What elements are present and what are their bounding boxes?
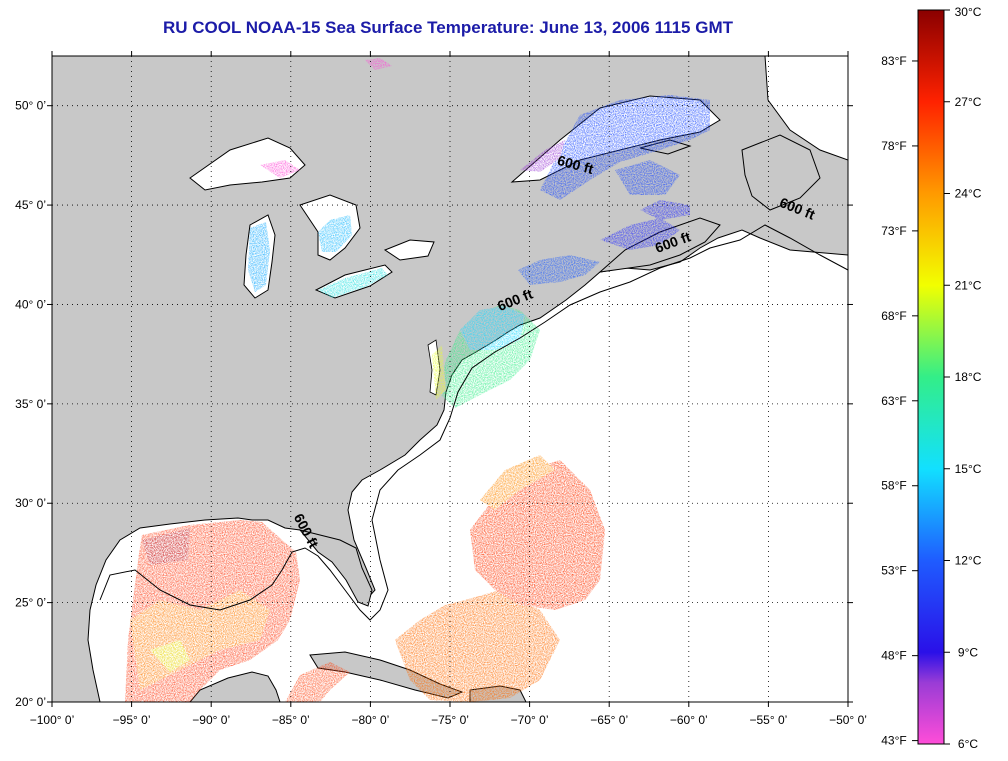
y-tick-label: 45° 0’ [15, 198, 46, 212]
longitude-axis: −100° 0’ −95° 0’ −90° 0’ −85° 0’ −80° 0’ −75°… [30, 51, 867, 727]
fahrenheit-label: 58°F [881, 479, 906, 493]
celsius-label: 30°C [955, 5, 982, 19]
celsius-label: 27°C [955, 95, 982, 109]
celsius-label: 21°C [955, 278, 982, 292]
x-tick-label: −100° 0’ [30, 713, 75, 727]
colorbar-celsius-labels: 30°C 27°C 24°C 21°C 18°C 15°C 12°C 9°C 6°C [944, 5, 982, 751]
fahrenheit-label: 43°F [881, 734, 906, 748]
fahrenheit-label: 53°F [881, 564, 906, 578]
contour-600ft [99, 224, 848, 621]
x-tick-label: −85° 0’ [272, 713, 310, 727]
land-yucatan [189, 671, 281, 702]
x-tick-label: −55° 0’ [749, 713, 787, 727]
map-title: RU COOL NOAA-15 Sea Surface Temperature:… [162, 18, 734, 37]
x-tick-label: −90° 0’ [192, 713, 230, 727]
latitude-axis: 20° 0’ 25° 0’ 30° 0’ 35° 0’ 40° 0’ 45° 0’ 50° … [15, 99, 853, 709]
colorbar-fahrenheit-labels: 83°F 78°F 73°F 68°F 63°F 58°F 53°F 48°F 43°F [881, 54, 918, 748]
fahrenheit-label: 68°F [881, 309, 906, 323]
fahrenheit-label: 83°F [881, 54, 906, 68]
y-tick-label: 20° 0’ [15, 695, 46, 709]
x-tick-label: −65° 0’ [590, 713, 628, 727]
fahrenheit-label: 78°F [881, 139, 906, 153]
sst-data-layer [125, 58, 710, 702]
y-tick-label: 30° 0’ [15, 496, 46, 510]
y-tick-label: 35° 0’ [15, 397, 46, 411]
celsius-label: 12°C [955, 554, 982, 568]
celsius-label: 24°C [955, 187, 982, 201]
x-tick-label: −50° 0’ [829, 713, 867, 727]
x-tick-label: −80° 0’ [351, 713, 389, 727]
x-tick-label: −75° 0’ [431, 713, 469, 727]
colorbar [917, 9, 945, 745]
y-tick-label: 50° 0’ [15, 99, 46, 113]
lake-ontario [383, 239, 435, 261]
fahrenheit-label: 48°F [881, 649, 906, 663]
x-tick-label: −60° 0’ [670, 713, 708, 727]
land-newfoundland [741, 134, 821, 211]
fahrenheit-label: 73°F [881, 224, 906, 238]
y-tick-label: 40° 0’ [15, 297, 46, 311]
land-florida [298, 529, 373, 607]
lake-superior [189, 137, 306, 191]
fahrenheit-label: 63°F [881, 394, 906, 408]
celsius-label: 15°C [955, 462, 982, 476]
x-tick-label: −95° 0’ [113, 713, 151, 727]
x-tick-label: −70° 0’ [511, 713, 549, 727]
celsius-label: 9°C [958, 645, 978, 659]
celsius-label: 6°C [958, 737, 978, 751]
celsius-label: 18°C [955, 370, 982, 384]
y-tick-label: 25° 0’ [15, 596, 46, 610]
